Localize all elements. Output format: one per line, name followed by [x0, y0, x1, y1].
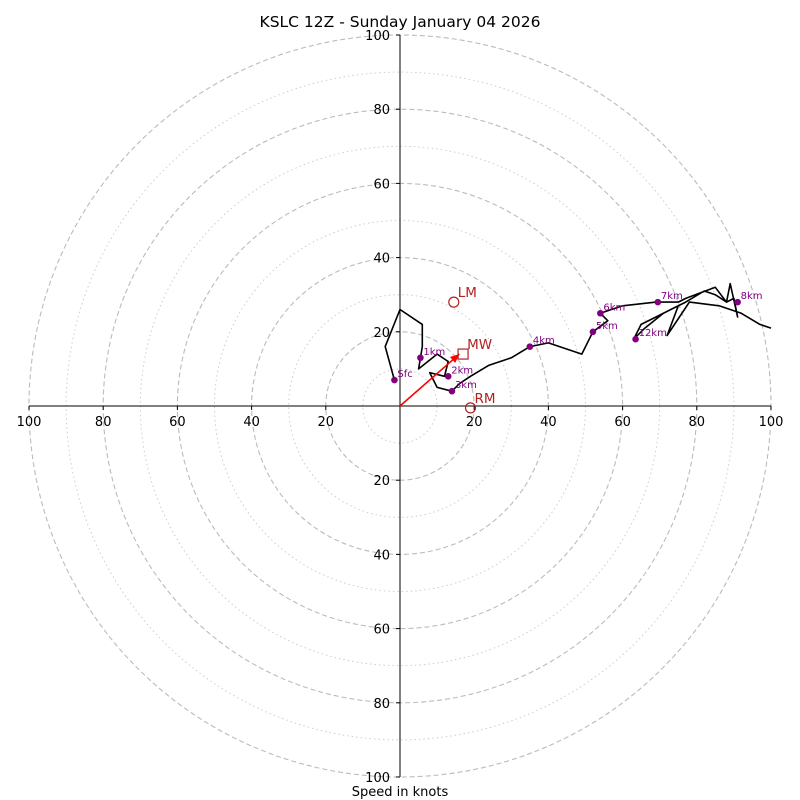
height-point-3km — [448, 387, 456, 395]
x-tick-label: 80 — [95, 415, 112, 430]
x-tick-label: 60 — [169, 415, 186, 430]
hodograph-trace — [384, 282, 772, 393]
x-tick-label: 100 — [759, 415, 784, 430]
height-point-12km — [632, 335, 639, 343]
storm-motion-lm-marker — [448, 296, 460, 308]
height-point-4km — [526, 343, 534, 350]
y-tick-label: 80 — [373, 103, 390, 118]
y-tick-label: 20 — [373, 326, 390, 341]
storm-motion-rm-marker — [464, 402, 477, 414]
hodograph-line — [384, 282, 772, 393]
height-markers: Sfc 1km 2km 3km 4km 5km 6km 7km 8km 12km — [391, 291, 763, 395]
x-tick-label: 20 — [466, 415, 483, 430]
y-tick-label: 80 — [373, 697, 390, 712]
y-tick-label: 60 — [373, 177, 390, 192]
y-tick-label: 40 — [373, 548, 390, 563]
height-label-8km: 8km — [741, 291, 763, 302]
y-axis-ticks: 100 80 60 40 20 20 40 60 80 100 — [365, 29, 400, 786]
height-point-5km — [589, 328, 597, 336]
height-point-7km — [654, 298, 662, 306]
y-tick-label: 100 — [365, 29, 390, 44]
x-tick-label: 40 — [243, 415, 260, 430]
height-label-1km: 1km — [423, 347, 445, 358]
x-tick-label: 20 — [318, 415, 335, 430]
height-label-6km: 6km — [603, 302, 625, 313]
height-point-2km — [444, 373, 452, 380]
storm-motion-mw-label: MW — [467, 337, 492, 353]
y-tick-label: 40 — [373, 252, 390, 267]
y-tick-label: 20 — [373, 474, 390, 489]
storm-motion-lm-label: LM — [458, 285, 477, 301]
x-axis-label: Speed in knots — [352, 785, 449, 800]
height-label-7km: 7km — [661, 291, 683, 302]
x-tick-label: 60 — [614, 415, 631, 430]
chart-title: KSLC 12Z - Sunday January 04 2026 — [260, 13, 541, 31]
x-tick-label: 100 — [17, 415, 42, 430]
x-tick-label: 80 — [689, 415, 706, 430]
storm-motion-mw-marker — [457, 348, 469, 360]
height-label-5km: 5km — [596, 321, 618, 332]
height-point-1km — [417, 354, 424, 362]
height-point-sfc — [391, 376, 398, 384]
height-label-4km: 4km — [533, 336, 555, 347]
height-label-12km: 12km — [639, 328, 667, 339]
y-tick-label: 100 — [365, 771, 390, 786]
storm-motion-rm-label: RM — [474, 391, 495, 407]
shear-vector-arrowhead — [449, 354, 460, 363]
storm-motion-markers: LM MW RM — [448, 285, 496, 414]
height-label-sfc: Sfc — [397, 369, 412, 380]
x-axis-ticks: 100 80 60 40 20 20 40 60 80 100 — [17, 406, 784, 430]
shear-vector-line — [399, 353, 460, 407]
height-point-8km — [734, 298, 741, 306]
height-label-3km: 3km — [455, 380, 477, 391]
height-label-2km: 2km — [451, 365, 473, 376]
height-point-6km — [597, 309, 604, 317]
shear-vector — [399, 353, 460, 407]
y-tick-label: 60 — [373, 623, 390, 638]
x-tick-label: 40 — [540, 415, 557, 430]
